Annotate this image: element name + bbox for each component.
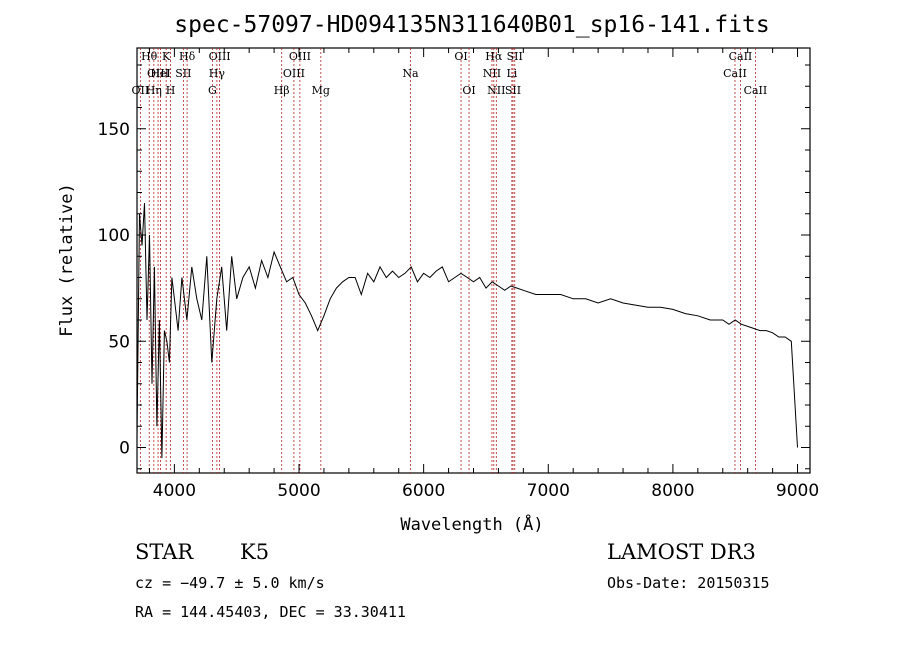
x-axis-label: Wavelength (Å) (400, 513, 543, 535)
emission-line-label: CaII (729, 50, 753, 63)
emission-line-label: Hθ (141, 50, 158, 63)
y-axis-ticks: 0 50 100 150 (98, 64, 810, 470)
object-subclass: K5 (240, 540, 270, 564)
emission-line-label: Na (402, 67, 419, 80)
object-class: STAR (135, 540, 194, 564)
emission-line-label: NII (487, 84, 505, 97)
emission-line-markers (139, 48, 756, 473)
emission-line-label: Hδ (179, 50, 196, 63)
x-tick-label: 8000 (651, 481, 694, 501)
observation-date: Obs-Date: 20150315 (607, 574, 770, 592)
emission-line-label: HeI (150, 67, 170, 80)
emission-line-label: OIII (289, 50, 311, 63)
emission-line-label: CaII (744, 84, 768, 97)
emission-line-label: OII (132, 84, 150, 97)
survey-name: LAMOST DR3 (607, 540, 756, 564)
x-tick-label: 5000 (277, 481, 320, 501)
redshift-velocity: cz = −49.7 ± 5.0 km/s (135, 574, 325, 592)
y-axis-label: Flux (relative) (57, 183, 77, 337)
emission-line-label: Li (506, 67, 517, 80)
emission-line-label: Hγ (209, 67, 226, 80)
coordinates: RA = 144.45403, DEC = 33.30411 (135, 603, 406, 621)
emission-line-label: OI (454, 50, 467, 63)
emission-line-label: G (208, 84, 217, 97)
emission-line-label: OIII (147, 67, 169, 80)
emission-line-label: Hα (485, 50, 503, 63)
emission-line-label: Hβ (274, 84, 290, 97)
emission-line-label: OI (462, 84, 475, 97)
y-tick-label: 100 (98, 226, 130, 246)
emission-line-label: SII (175, 67, 191, 80)
emission-line-label: SII (505, 84, 521, 97)
spectrum-line (136, 203, 798, 459)
emission-line-label: OIII (209, 50, 231, 63)
emission-line-label: H (166, 84, 176, 97)
emission-line-label: Hη (146, 84, 162, 97)
y-tick-label: 50 (108, 332, 130, 352)
y-tick-label: 150 (98, 120, 130, 140)
y-tick-label: 0 (119, 439, 130, 459)
emission-line-label: CaII (723, 67, 747, 80)
x-tick-label: 6000 (402, 481, 445, 501)
plot-frame (136, 47, 811, 474)
emission-line-labels: OII Hθ OIII Hη HeI K H SII Hδ G OIII Hγ Hβ OIII OIII Mg… (132, 50, 768, 97)
emission-line-label: SII (507, 50, 523, 63)
emission-line-label: NII (483, 67, 501, 80)
chart-title: spec-57097-HD094135N311640B01_sp16-141.f… (174, 12, 769, 38)
x-tick-label: 9000 (776, 481, 819, 501)
emission-line-label: K (162, 50, 171, 63)
x-axis-ticks: 4000 5000 6000 7000 8000 9000 (148, 48, 819, 501)
emission-line-label: OIII (283, 67, 305, 80)
x-tick-label: 4000 (153, 481, 196, 501)
emission-line-label: Mg (312, 84, 330, 97)
x-tick-label: 7000 (527, 481, 570, 501)
